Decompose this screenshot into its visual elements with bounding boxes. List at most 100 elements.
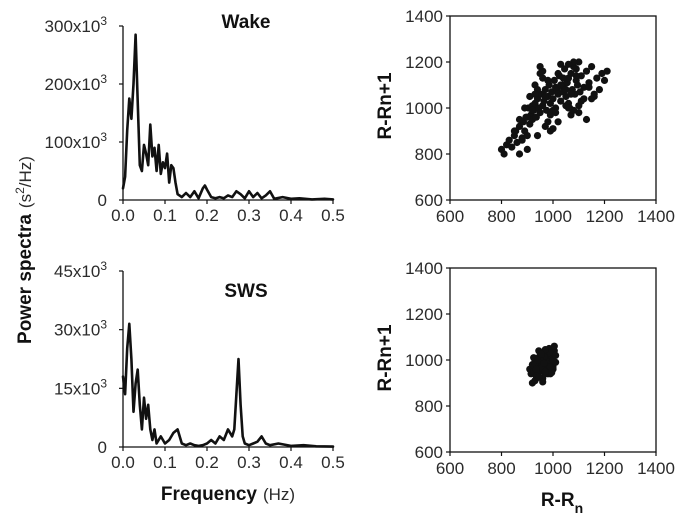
sws-title: SWS: [224, 281, 267, 302]
sws-poincare-ytick-label: 1400: [405, 259, 443, 278]
wake-poincare-point: [533, 132, 542, 140]
wake-poincare-point: [536, 63, 544, 71]
wake-poincare-point: [531, 90, 539, 98]
wake-poincare-point: [580, 95, 588, 103]
wake-poincare-point: [515, 150, 524, 158]
wake-poincare-point: [572, 72, 580, 80]
sws-spectrum-xtick-label: 0.5: [321, 453, 345, 472]
sws-poincare-point: [540, 359, 548, 367]
sws-spectrum-ytick-label: 30x103: [54, 318, 107, 340]
sws-poincare-xtick-label: 800: [487, 459, 515, 478]
sws-rr-n1-ylabel: R-Rn+1: [375, 324, 396, 391]
wake-poincare-point: [508, 143, 516, 151]
sws-poincare-ytick-label: 1200: [405, 305, 443, 324]
wake-poincare-point: [544, 118, 552, 126]
sws-spectrum-panel: SWS 0.0 0.1 0.2 0.3 0.4 0.5 0 15x103 30x103 45x10…: [54, 259, 345, 472]
wake-poincare-point: [593, 74, 601, 82]
sws-poincare-xtick-label: 1200: [586, 459, 624, 478]
wake-poincare-xtick-label: 1400: [637, 207, 675, 226]
wake-poincare-xtick-label: 1200: [586, 207, 624, 226]
wake-spectrum-ytick-label: 0: [98, 191, 107, 210]
wake-poincare-point: [557, 81, 565, 89]
sws-poincare-point: [541, 367, 549, 376]
wake-poincare-point: [582, 115, 591, 124]
sws-poincare-point: [539, 378, 547, 386]
sws-spectrum-xtick-label: 0.1: [153, 453, 177, 472]
wake-spectrum-series-line: [121, 33, 335, 201]
wake-title: Wake: [222, 12, 271, 33]
wake-rr-n1-ylabel: R-Rn+1: [375, 72, 396, 139]
wake-poincare-ytick-label: 800: [415, 145, 443, 164]
sws-poincare-ytick-label: 800: [415, 397, 443, 416]
wake-spectrum-xtick-label: 0.4: [279, 206, 303, 225]
wake-poincare-point: [536, 109, 544, 117]
wake-spectrum-xtick-label: 0.3: [237, 206, 261, 225]
wake-spectrum-xtick-label: 0.2: [195, 206, 219, 225]
wake-poincare-point: [564, 60, 573, 68]
sws-poincare-panel: 600 800 1000 1200 1400 600 800 1000 1200 1400: [405, 259, 675, 478]
wake-poincare-point: [573, 81, 582, 89]
wake-poincare-point: [559, 74, 567, 82]
sws-poincare-xtick-label: 1400: [637, 459, 675, 478]
sws-poincare-point: [546, 363, 555, 371]
wake-poincare-point: [577, 72, 585, 80]
sws-poincare-point: [533, 356, 542, 364]
wake-poincare-point: [523, 113, 531, 121]
wake-poincare-point: [575, 58, 583, 66]
wake-spectrum-xtick-label: 0.5: [321, 206, 345, 225]
wake-poincare-point: [549, 125, 557, 133]
sws-spectrum-ytick-label: 45x103: [54, 259, 107, 281]
wake-spectrum-xtick-label: 0.1: [153, 206, 177, 225]
sws-spectrum-series-line: [121, 322, 335, 448]
wake-poincare-point: [521, 104, 529, 112]
sws-spectrum-xtick-label: 0.3: [237, 453, 261, 472]
wake-poincare-point: [590, 90, 598, 98]
wake-poincare-point: [550, 76, 558, 84]
sws-spectrum-ytick-label: 0: [98, 438, 107, 457]
wake-poincare-point: [580, 83, 588, 91]
wake-spectrum-panel: Wake 0.0 0.1 0.2 0.3 0.4 0.5 0 100x103 200x103 30…: [45, 12, 345, 225]
sws-poincare-xtick-label: 1000: [534, 459, 572, 478]
sws-poincare-point: [532, 365, 540, 373]
wake-poincare-point: [544, 76, 552, 84]
wake-poincare-point: [564, 104, 573, 112]
wake-spectrum-xtick-label: 0.0: [111, 206, 135, 225]
wake-poincare-point: [528, 106, 537, 114]
wake-poincare-point: [500, 150, 508, 158]
wake-poincare-point: [557, 60, 565, 68]
wake-poincare-point: [554, 69, 562, 78]
sws-poincare-xtick-label: 600: [436, 459, 464, 478]
wake-poincare-point: [541, 92, 549, 101]
sws-spectrum-xtick-label: 0.4: [279, 453, 303, 472]
wake-poincare-ytick-label: 1200: [405, 53, 443, 72]
sws-spectrum-ytick-label: 15x103: [54, 376, 107, 398]
wake-spectrum-ytick-label: 300x103: [45, 14, 108, 36]
wake-poincare-point: [505, 136, 513, 144]
wake-poincare-point: [585, 83, 593, 91]
wake-poincare-point: [518, 136, 526, 144]
wake-poincare-point: [523, 145, 531, 153]
frequency-xlabel: Frequency (Hz): [161, 484, 295, 505]
sws-poincare-ytick-label: 1000: [405, 351, 443, 370]
sws-poincare-point: [548, 369, 556, 377]
wake-poincare-point: [575, 102, 583, 110]
power-spectra-ylabel: Power spectra(s2/Hz): [13, 156, 36, 344]
wake-poincare-point: [603, 67, 611, 75]
wake-poincare-ytick-label: 1400: [405, 7, 443, 26]
wake-poincare-point: [562, 86, 570, 94]
wake-poincare-point: [549, 95, 557, 103]
wake-spectrum-ytick-label: 200x103: [45, 72, 108, 94]
wake-poincare-point: [557, 97, 565, 105]
sws-poincare-ytick-label: 600: [415, 443, 443, 462]
wake-poincare-xtick-label: 600: [436, 207, 464, 226]
wake-poincare-point: [582, 67, 591, 75]
wake-poincare-point: [515, 115, 524, 124]
rr-n-xlabel: R-Rn: [541, 490, 583, 516]
sws-poincare-point: [537, 350, 546, 358]
wake-poincare-point: [552, 109, 560, 117]
wake-poincare-point: [600, 76, 609, 84]
wake-poincare-xtick-label: 800: [487, 207, 515, 226]
wake-poincare-xtick-label: 1000: [534, 207, 572, 226]
sws-poincare-point: [552, 351, 560, 359]
